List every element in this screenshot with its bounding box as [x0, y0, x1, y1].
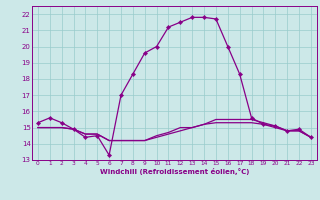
X-axis label: Windchill (Refroidissement éolien,°C): Windchill (Refroidissement éolien,°C)	[100, 168, 249, 175]
